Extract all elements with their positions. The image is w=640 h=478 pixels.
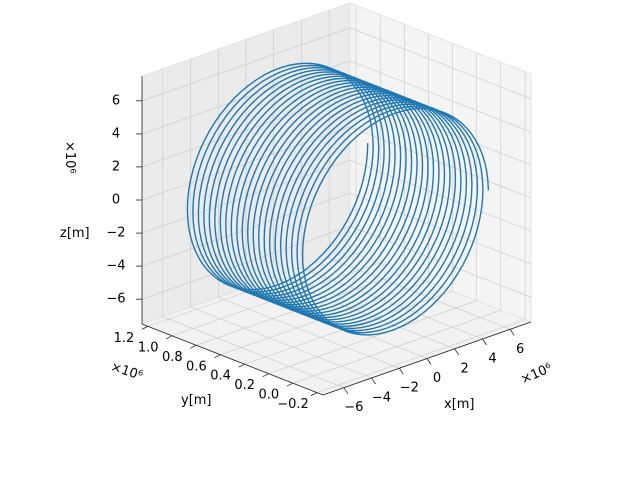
x-tick <box>343 387 349 394</box>
x-axis-multiplier: ×10⁶ <box>519 361 555 388</box>
x-tick-label: −2 <box>400 381 419 396</box>
grid-lines <box>141 5 532 393</box>
y-tick-label: 0.0 <box>258 388 279 403</box>
y-axis-multiplier: ×10⁶ <box>109 360 145 384</box>
gridline-y-floor <box>220 281 429 356</box>
z-axis-multiplier: ×10⁶ <box>62 141 77 174</box>
x-tick <box>426 358 432 365</box>
x-tick <box>371 377 376 385</box>
z-tick-label: −6 <box>106 292 125 307</box>
helix-series-line <box>186 62 490 336</box>
y-tick-label: 1.0 <box>138 340 159 355</box>
y-tick <box>262 373 269 378</box>
x-tick <box>398 367 404 375</box>
y-tick-label: 0.4 <box>210 369 231 384</box>
z-tick-label: −4 <box>106 259 125 274</box>
tick-marks <box>136 100 515 396</box>
z-tick-labels: −6 −4 −2 0 2 4 6 <box>106 93 125 306</box>
y-tick-label: 0.2 <box>234 378 255 393</box>
y-tick-label: 1.2 <box>114 331 135 346</box>
x-tick-label: 4 <box>488 352 496 367</box>
gridline-z-back <box>141 27 351 102</box>
gridline-z-side <box>349 225 532 298</box>
y-tick-label: 0.6 <box>186 359 207 374</box>
z-tick-label: −2 <box>106 226 125 241</box>
y-axis-label: y[m] <box>181 393 212 408</box>
x-tick <box>454 348 460 356</box>
x-axis-label: x[m] <box>444 397 475 412</box>
x-tick <box>509 329 515 336</box>
z-tick-label: 0 <box>112 193 120 208</box>
z-tick-label: 6 <box>112 93 120 108</box>
y-tick <box>238 363 245 368</box>
z-tick-label: 4 <box>112 126 120 141</box>
y-tick <box>286 382 293 387</box>
x-tick-label: 6 <box>516 342 524 357</box>
y-tick <box>190 344 197 349</box>
y-tick <box>310 392 318 396</box>
axis-panes <box>140 2 533 396</box>
gridline-z-back <box>141 225 351 300</box>
y-tick-label: −0.2 <box>277 397 309 412</box>
x-tick-label: −4 <box>372 391 391 406</box>
gridline-z-back <box>141 93 351 168</box>
x-tick-label: 2 <box>461 361 469 376</box>
gridline-z-back <box>141 192 351 267</box>
gridline-z-side <box>349 27 532 100</box>
x-tick-label: −6 <box>344 400 363 415</box>
gridline-y-floor <box>292 309 501 384</box>
gridline-y-floor <box>268 300 477 374</box>
x-tick-labels: −6 −4 −2 0 2 4 6 <box>344 342 524 415</box>
gridline-z-side <box>349 126 532 199</box>
x-tick-label: 0 <box>433 371 441 386</box>
x-tick <box>482 338 487 346</box>
y-tick-labels: −0.20.00.20.40.60.81.01.2 <box>114 331 309 412</box>
z-tick-label: 2 <box>112 159 120 174</box>
gridline-z-side <box>349 159 532 232</box>
y-tick-label: 0.8 <box>162 350 183 365</box>
y-tick <box>214 354 221 359</box>
gridline-z-side <box>349 60 532 133</box>
y-tick <box>141 326 149 330</box>
y-tick <box>166 335 173 340</box>
z-axis-label: z[m] <box>60 226 90 241</box>
gridline-y-floor <box>316 319 526 393</box>
